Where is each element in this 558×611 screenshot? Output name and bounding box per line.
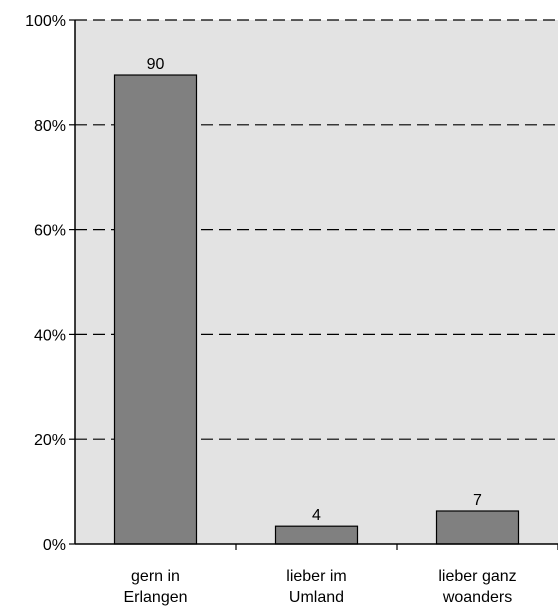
y-tick-label: 0% [43,537,66,554]
x-tick-label: Umland [289,589,344,606]
y-tick-label: 60% [34,223,66,240]
bars [113,74,520,545]
x-tick-label: lieber im [286,568,346,585]
x-tick-label: woanders [442,589,512,606]
bar-3 [435,510,520,545]
y-tick-label: 80% [34,118,66,135]
x-tick-label: Erlangen [123,589,187,606]
labels: 0% 20% 40% 60% 80% 100% 90 gern in Erlangen 4 lieb… [25,13,517,606]
data-label: 4 [312,507,321,524]
data-label: 7 [473,492,482,509]
x-tick-label: lieber ganz [438,568,516,585]
bar-2 [274,525,359,545]
x-tick-label: gern in [131,568,180,585]
bar-1 [113,74,198,545]
y-tick-label: 40% [34,327,66,344]
y-tick-label: 100% [25,13,66,30]
axes [69,19,558,550]
y-tick-label: 20% [34,432,66,449]
data-label: 90 [147,56,165,73]
